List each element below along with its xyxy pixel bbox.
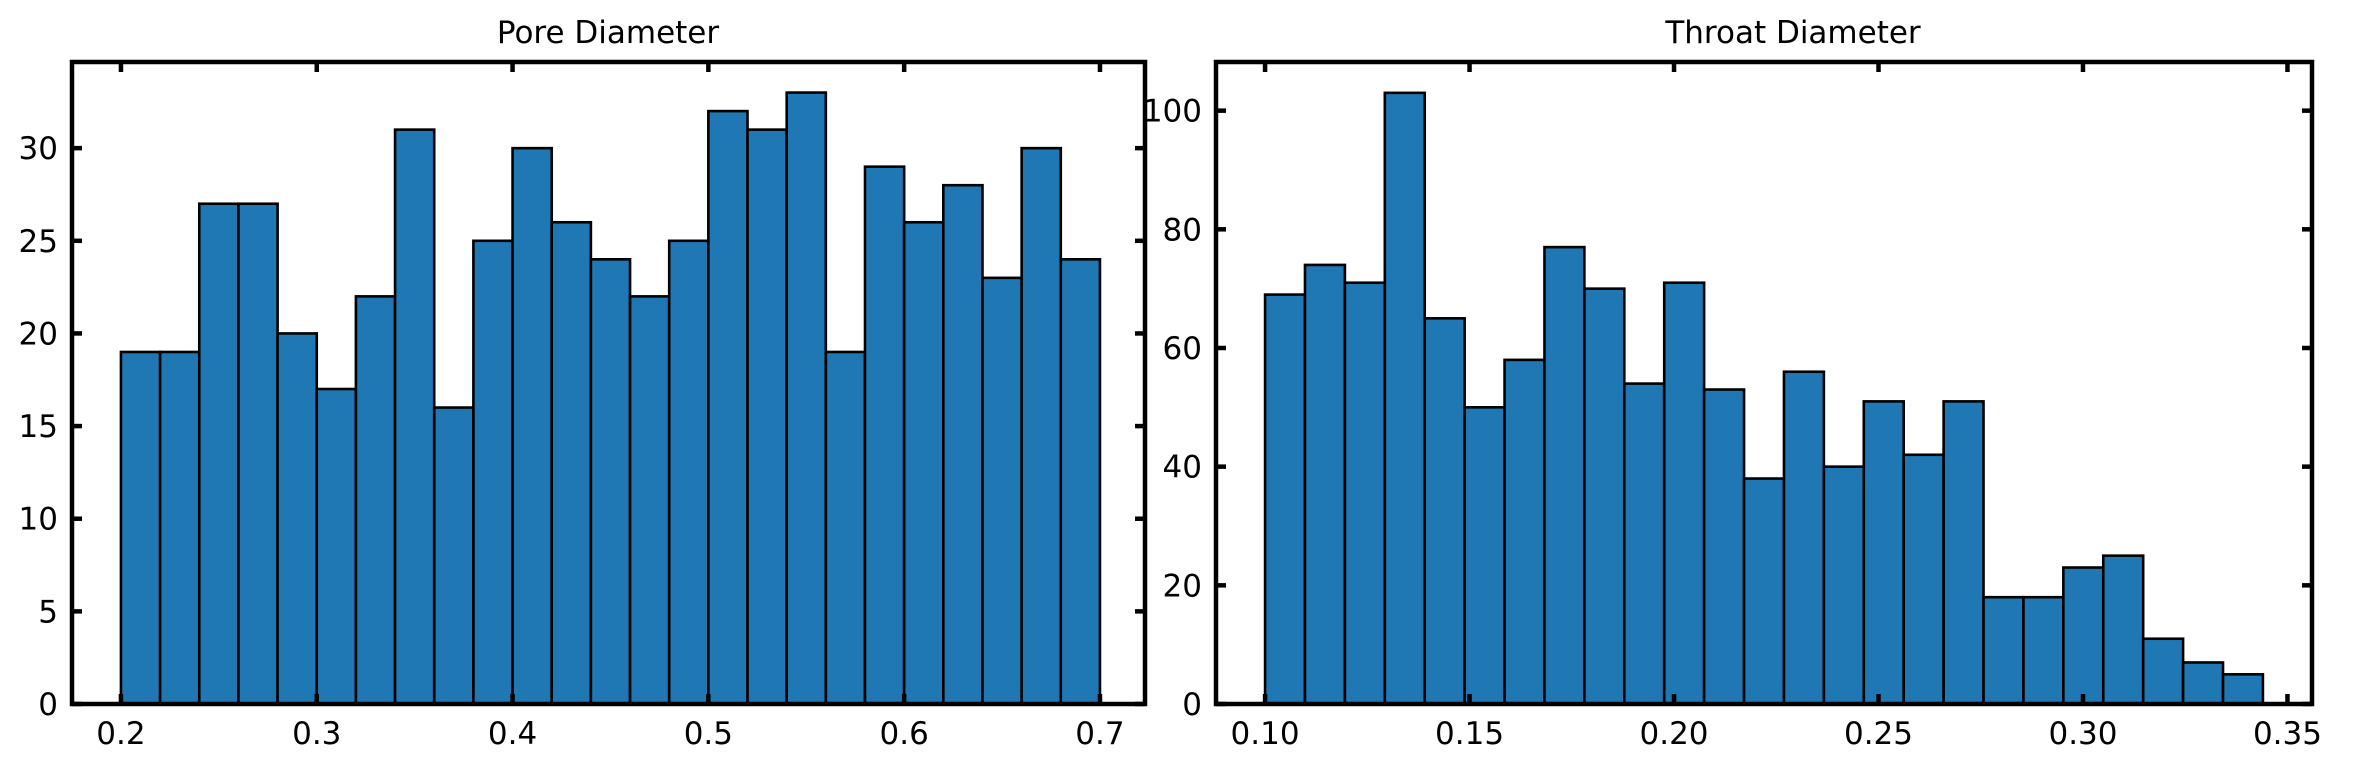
histogram-bar: [1742, 477, 1786, 706]
histogram-bar: [354, 295, 397, 706]
histogram-bar: [1263, 293, 1307, 706]
y-tick-label: 5: [38, 594, 58, 630]
y-tick-label: 80: [1163, 212, 1202, 248]
histogram-bar: [589, 258, 632, 706]
histogram-bar: [550, 220, 593, 706]
y-tick-label: 40: [1163, 450, 1202, 486]
ticks: 0.10 0.15 0.20 0.25 0.30 0.35 0 20 40 60 80 100: [1143, 62, 2322, 752]
histogram-bar: [1020, 146, 1063, 706]
histogram-bar: [2022, 595, 2065, 706]
histogram-bar: [2221, 673, 2265, 706]
histogram-bar: [158, 350, 201, 706]
histogram-bar: [1982, 595, 2025, 706]
histogram-bar: [1423, 317, 1466, 706]
histogram-bar: [1862, 400, 1906, 706]
chart-title: Pore Diameter: [497, 15, 720, 51]
histogram-bar: [628, 295, 671, 706]
y-tick-label: 100: [1143, 94, 1202, 130]
x-tick-label: 0.4: [488, 716, 537, 752]
x-tick-label: 0.20: [1640, 716, 1709, 752]
histogram-bar: [2062, 566, 2105, 706]
y-tick-label: 20: [1163, 568, 1202, 604]
histogram-bar: [432, 406, 475, 706]
histogram-bar: [863, 165, 906, 706]
y-tick-label: 15: [19, 409, 58, 445]
ticks: 0.2 0.3 0.4 0.5 0.6 0.7 0 5 10 15 20 25 30: [19, 62, 1145, 752]
histogram-bar: [1942, 400, 1985, 706]
histogram-bar: [276, 332, 319, 706]
histogram-bar: [1463, 406, 1506, 706]
histogram-bar: [1623, 382, 1666, 706]
x-tick-label: 0.7: [1075, 716, 1124, 752]
histogram-bar: [1343, 281, 1387, 706]
histogram-bar: [1383, 91, 1427, 706]
pore-diameter-histogram: Pore Diameter 0.2 0.3 0.4 0.5 0.6 0.7 0 5 10 15 20…: [19, 15, 1148, 752]
histogram-bar: [315, 387, 358, 706]
y-tick-label: 30: [19, 131, 58, 167]
throat-diameter-histogram: Throat Diameter 0.10 0.15 0.20 0.25 0.30 0.35…: [1143, 15, 2322, 752]
histogram-bar: [981, 276, 1023, 706]
histogram-bar: [1303, 263, 1347, 706]
y-tick-label: 25: [19, 224, 58, 260]
histogram-bar: [197, 202, 240, 706]
x-tick-label: 0.10: [1231, 716, 1300, 752]
histogram-bar: [1702, 388, 1746, 706]
x-tick-label: 0.25: [1844, 716, 1913, 752]
histogram-bar: [1503, 358, 1546, 706]
bars: [119, 91, 1102, 706]
histogram-bar: [1543, 245, 1586, 706]
y-tick-label: 0: [38, 687, 58, 723]
x-tick-label: 0.3: [292, 716, 341, 752]
bars: [1263, 91, 2265, 706]
y-tick-label: 10: [19, 502, 58, 538]
chart-title: Throat Diameter: [1664, 15, 1921, 51]
histogram-bar: [1902, 453, 1945, 706]
histogram-bar: [472, 239, 514, 706]
x-tick-label: 0.15: [1435, 716, 1504, 752]
y-tick-label: 60: [1163, 331, 1202, 367]
x-tick-label: 0.6: [880, 716, 929, 752]
histogram-bar: [942, 183, 984, 706]
x-tick-label: 0.2: [96, 716, 145, 752]
histogram-bar: [393, 128, 436, 706]
axes-frame: [69, 59, 1148, 707]
histogram-bar: [902, 220, 945, 706]
histogram-bar: [119, 350, 162, 706]
x-tick-label: 0.30: [2048, 716, 2117, 752]
histogram-bar: [1782, 370, 1826, 706]
histogram-bar: [2141, 637, 2185, 706]
histogram-bar: [824, 350, 867, 706]
axes-frame: [1213, 59, 2315, 707]
histogram-bar: [667, 239, 710, 706]
histogram-bar: [707, 109, 749, 706]
histogram-bar: [2101, 554, 2145, 706]
y-tick-label: 20: [19, 316, 58, 352]
x-tick-label: 0.5: [684, 716, 733, 752]
histogram-bar: [1822, 465, 1866, 706]
histogram-bar: [2181, 661, 2225, 706]
histogram-bar: [746, 128, 788, 706]
histogram-bar: [1662, 281, 1706, 706]
histogram-bar: [237, 202, 279, 706]
y-tick-label: 0: [1182, 687, 1202, 723]
histogram-bar: [1583, 287, 1626, 706]
histogram-bar: [785, 91, 828, 706]
x-tick-label: 0.35: [2253, 716, 2322, 752]
histogram-bar: [1059, 258, 1102, 706]
histogram-bar: [511, 146, 554, 706]
